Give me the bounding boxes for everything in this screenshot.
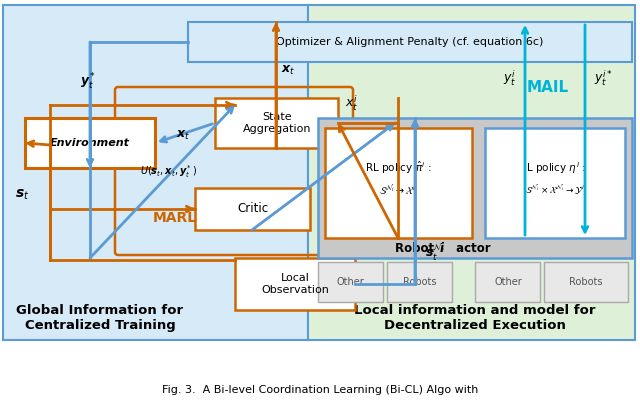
Text: State
Aggregation: State Aggregation — [243, 112, 311, 134]
Text: $x_t^i$: $x_t^i$ — [346, 93, 358, 113]
Text: RL policy $\hat{\pi}^i$ :: RL policy $\hat{\pi}^i$ : — [365, 160, 431, 176]
Text: $\boldsymbol{s}_t^{\mathcal{N}_i}$: $\boldsymbol{s}_t^{\mathcal{N}_i}$ — [425, 241, 445, 263]
FancyBboxPatch shape — [308, 5, 635, 340]
Text: actor: actor — [452, 241, 491, 255]
Text: Critic: Critic — [237, 203, 269, 215]
FancyBboxPatch shape — [475, 262, 540, 302]
Text: Optimizer & Alignment Penalty (cf. equation 6c): Optimizer & Alignment Penalty (cf. equat… — [276, 37, 544, 47]
Text: $\boldsymbol{s}_t$: $\boldsymbol{s}_t$ — [15, 188, 29, 202]
Text: $\boldsymbol{x}_t$: $\boldsymbol{x}_t$ — [176, 128, 190, 142]
FancyBboxPatch shape — [188, 22, 632, 62]
Text: $y_t^{i*}$: $y_t^{i*}$ — [594, 68, 612, 88]
FancyBboxPatch shape — [235, 258, 355, 310]
FancyBboxPatch shape — [25, 118, 155, 168]
FancyBboxPatch shape — [195, 188, 310, 230]
Text: $\mathcal{S}^{\mathcal{N}_i} \rightarrow \mathcal{X}^i$: $\mathcal{S}^{\mathcal{N}_i} \rightarrow… — [380, 183, 417, 196]
Text: $\boldsymbol{x}_t$: $\boldsymbol{x}_t$ — [281, 63, 295, 77]
FancyBboxPatch shape — [318, 118, 632, 258]
Text: i: i — [440, 241, 444, 255]
Text: Other: Other — [336, 277, 364, 287]
Text: MAIL: MAIL — [527, 81, 569, 95]
Text: Local information and model for
Decentralized Execution: Local information and model for Decentra… — [355, 304, 596, 332]
Text: $y_t^i$: $y_t^i$ — [503, 68, 516, 88]
Text: Global Information for
Centralized Training: Global Information for Centralized Train… — [17, 304, 184, 332]
Text: $U(\boldsymbol{s}_t, \boldsymbol{x}_t, \boldsymbol{y}_t^*)$: $U(\boldsymbol{s}_t, \boldsymbol{x}_t, \… — [140, 164, 196, 180]
Text: $\mathcal{S}^{\mathcal{N}_i} \times \mathcal{X}^{\mathcal{N}_i} \rightarrow \mat: $\mathcal{S}^{\mathcal{N}_i} \times \mat… — [525, 183, 585, 197]
FancyBboxPatch shape — [387, 262, 452, 302]
FancyBboxPatch shape — [3, 5, 308, 340]
Text: IL policy $\eta^i$ :: IL policy $\eta^i$ : — [524, 160, 586, 176]
Text: Fig. 3.  A Bi-level Coordination Learning (Bi-CL) Algo with: Fig. 3. A Bi-level Coordination Learning… — [162, 385, 478, 395]
FancyBboxPatch shape — [485, 128, 625, 238]
Text: MARL: MARL — [153, 211, 197, 225]
Text: Robots: Robots — [569, 277, 603, 287]
Text: Environment: Environment — [50, 138, 130, 148]
FancyBboxPatch shape — [544, 262, 628, 302]
Text: Local
Observation: Local Observation — [261, 273, 329, 295]
FancyBboxPatch shape — [318, 262, 383, 302]
FancyBboxPatch shape — [325, 128, 472, 238]
Text: Robot: Robot — [395, 241, 438, 255]
Text: $\boldsymbol{y}_t^*$: $\boldsymbol{y}_t^*$ — [80, 72, 96, 92]
Text: Other: Other — [494, 277, 522, 287]
FancyBboxPatch shape — [215, 98, 338, 148]
Text: Robots: Robots — [403, 277, 436, 287]
